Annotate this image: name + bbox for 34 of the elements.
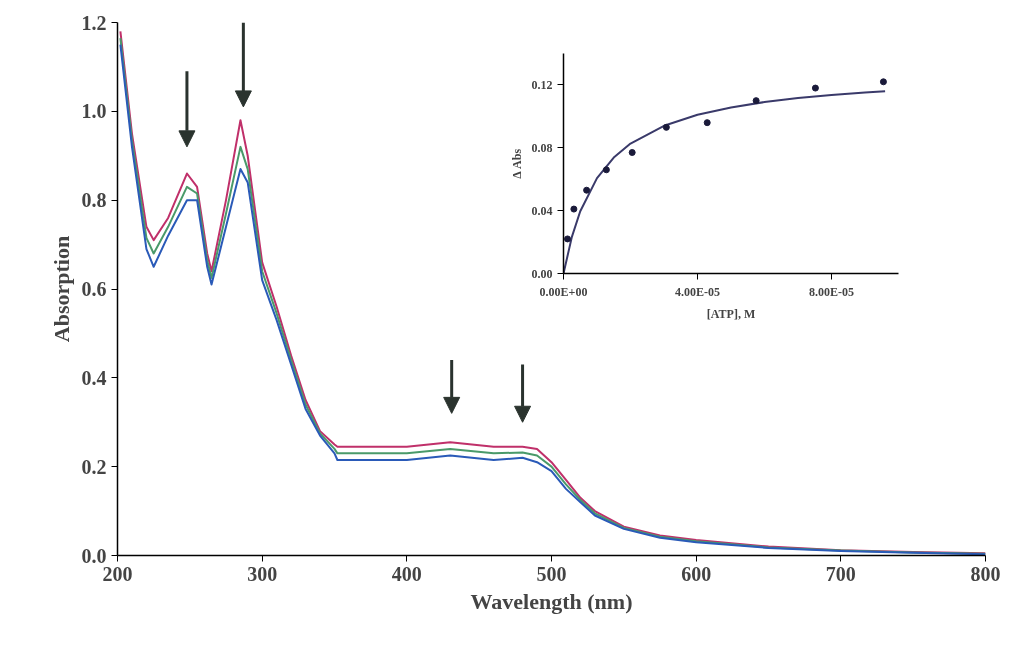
y-tick-label: 0.4 [81, 366, 107, 389]
y-tick-label: 0.8 [81, 189, 107, 212]
y-tick-label: 0.12 [531, 77, 553, 92]
x-tick-label: 8.00E-05 [809, 284, 854, 299]
x-tick-label: 400 [391, 562, 422, 585]
y-tick-label: 0.2 [81, 455, 107, 478]
y-axis-title: Absorption [48, 235, 74, 343]
point [628, 149, 636, 156]
point [602, 166, 610, 174]
x-tick-label: 500 [536, 562, 567, 585]
x-tick-label: 4.00E-05 [675, 284, 720, 299]
line-series [563, 90, 887, 274]
y-tick-label: 0.08 [531, 140, 553, 155]
point [811, 84, 819, 92]
y-tick-label: 0.04 [531, 203, 553, 218]
x-tick-label: 0.00E+00 [539, 284, 588, 299]
point [879, 78, 887, 86]
point [662, 123, 670, 131]
x-axis-title: Wavelength (nm) [470, 588, 633, 614]
y-tick-label: 0.00 [531, 266, 553, 281]
point [752, 97, 760, 105]
x-axis-title: [ATP], M [706, 306, 756, 321]
y-axis-title: Δ Abs [509, 148, 524, 179]
x-tick-label: 800 [970, 562, 1001, 585]
y-tick-label: 1.2 [81, 11, 107, 34]
point [583, 186, 591, 194]
y-tick-label: 1.0 [81, 100, 107, 123]
point [564, 235, 572, 243]
point [570, 205, 578, 213]
x-tick-label: 300 [247, 562, 278, 585]
x-tick-label: 700 [825, 562, 856, 585]
y-tick-label: 0.6 [81, 278, 107, 300]
point [703, 119, 711, 127]
x-tick-label: 600 [681, 562, 712, 585]
